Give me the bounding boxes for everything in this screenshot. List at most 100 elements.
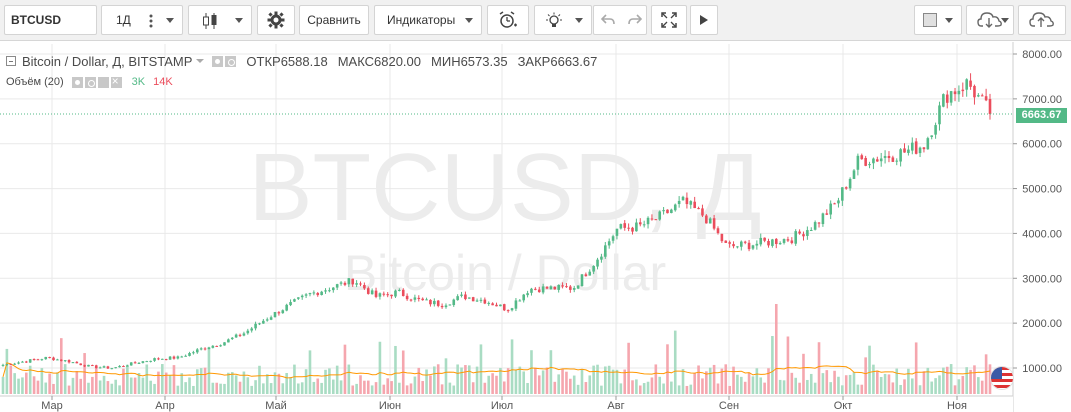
candle-body <box>429 299 432 305</box>
collapse-legend-icon[interactable] <box>6 56 16 66</box>
volume-bar <box>572 375 576 394</box>
candle-body <box>195 349 199 353</box>
x-tick-label: Сен <box>719 400 739 412</box>
top-toolbar: BTCUSD 1Д Ср <box>0 0 1071 41</box>
volume-bar <box>180 373 184 394</box>
volume-bar <box>374 382 378 394</box>
gear-icon[interactable] <box>84 76 96 88</box>
volume-bar <box>273 372 277 394</box>
volume-bar <box>188 377 191 394</box>
candle-body <box>747 242 751 250</box>
alert-button[interactable] <box>487 5 529 35</box>
chevron-down-icon <box>1001 17 1009 23</box>
volume-bar <box>195 369 199 394</box>
save-layout-button[interactable] <box>1018 5 1066 35</box>
candle-body <box>452 299 456 306</box>
load-layout-button[interactable] <box>966 5 1014 35</box>
volume-bar <box>94 366 98 394</box>
ideas-button[interactable] <box>534 5 592 35</box>
volume-bar <box>452 385 456 394</box>
volume-bar <box>382 384 386 394</box>
volume-bar <box>436 364 440 394</box>
candle-body <box>907 149 910 153</box>
close-label: ЗАКР <box>517 53 551 69</box>
candle-body <box>537 289 541 293</box>
settings-button[interactable] <box>257 5 295 35</box>
us-flag-icon[interactable] <box>990 366 1014 390</box>
volume-bar <box>740 376 743 394</box>
volume-bar <box>335 365 339 394</box>
candle-body <box>382 293 386 295</box>
fullscreen-button[interactable] <box>651 5 687 35</box>
indicators-button[interactable]: Индикаторы <box>374 5 482 35</box>
candle-body <box>592 265 595 272</box>
candle-body <box>444 305 448 308</box>
volume-bar <box>623 369 627 394</box>
volume-bar <box>223 383 226 394</box>
undo-button[interactable] <box>594 6 621 34</box>
interval-select[interactable]: 1Д <box>101 5 183 35</box>
candle-body <box>670 209 673 214</box>
volume-bar <box>693 373 696 394</box>
volume-bar <box>293 364 296 394</box>
template-select[interactable] <box>914 5 962 35</box>
candle-body <box>844 187 848 189</box>
candle-body <box>21 361 24 363</box>
eye-icon[interactable] <box>212 55 224 67</box>
volume-bar <box>716 383 720 394</box>
candle-body <box>790 240 794 244</box>
volume-bar <box>856 384 860 394</box>
candle-body <box>91 365 94 367</box>
candle-body <box>464 294 467 300</box>
candle-body <box>553 286 557 290</box>
volume-bar <box>32 376 36 394</box>
volume-moving-average <box>2 362 991 379</box>
candle-body <box>755 243 759 246</box>
close-icon[interactable] <box>110 74 122 88</box>
volume-bar <box>685 385 689 394</box>
gear-icon[interactable] <box>225 55 237 67</box>
volume-bar <box>926 367 930 394</box>
volume-bar <box>425 369 428 394</box>
volume-bar <box>903 379 906 394</box>
more-icon[interactable] <box>97 76 109 88</box>
volume-bar <box>495 375 498 394</box>
chevron-down-icon[interactable] <box>196 59 205 63</box>
volume-bar <box>421 381 424 394</box>
replay-button[interactable] <box>690 5 718 35</box>
candle-body <box>743 241 747 243</box>
volume-bar <box>98 380 102 394</box>
candle-body <box>161 358 164 360</box>
price-chart[interactable]: BTCUSD, Д Bitcoin / Dollar 1000.00 2000.0… <box>0 42 1071 412</box>
volume-bar <box>833 370 836 394</box>
candle-body <box>712 218 716 229</box>
volume-title[interactable]: Объём (20) <box>6 76 64 88</box>
volume-bar <box>868 345 871 394</box>
candle-body <box>689 201 693 205</box>
candle-body <box>250 328 253 331</box>
volume-bar <box>168 375 172 394</box>
compare-button[interactable]: Сравнить <box>299 5 369 35</box>
candle-body <box>530 288 533 293</box>
symbol-search-input[interactable]: BTCUSD <box>4 5 97 35</box>
candle-body <box>126 365 129 367</box>
volume-bar <box>953 385 957 394</box>
volume-bar <box>701 378 704 394</box>
volume-bar <box>297 383 300 394</box>
redo-button[interactable] <box>621 6 648 34</box>
volume-bar <box>879 376 883 394</box>
volume-bar <box>771 336 774 394</box>
candle-body <box>219 345 222 347</box>
cloud-upload-icon <box>1029 12 1054 27</box>
chart-type-select[interactable] <box>188 5 252 35</box>
candle-body <box>580 274 584 287</box>
volume-bar <box>876 370 879 394</box>
candle-body <box>157 358 160 360</box>
candle-body <box>658 211 662 220</box>
volume-bar <box>413 376 417 394</box>
candlestick-series <box>1 73 992 370</box>
series-title[interactable]: Bitcoin / Dollar, Д, BITSTAMP <box>22 53 193 69</box>
eye-icon[interactable] <box>71 76 83 88</box>
candle-body <box>355 283 358 285</box>
volume-bar <box>615 369 619 394</box>
